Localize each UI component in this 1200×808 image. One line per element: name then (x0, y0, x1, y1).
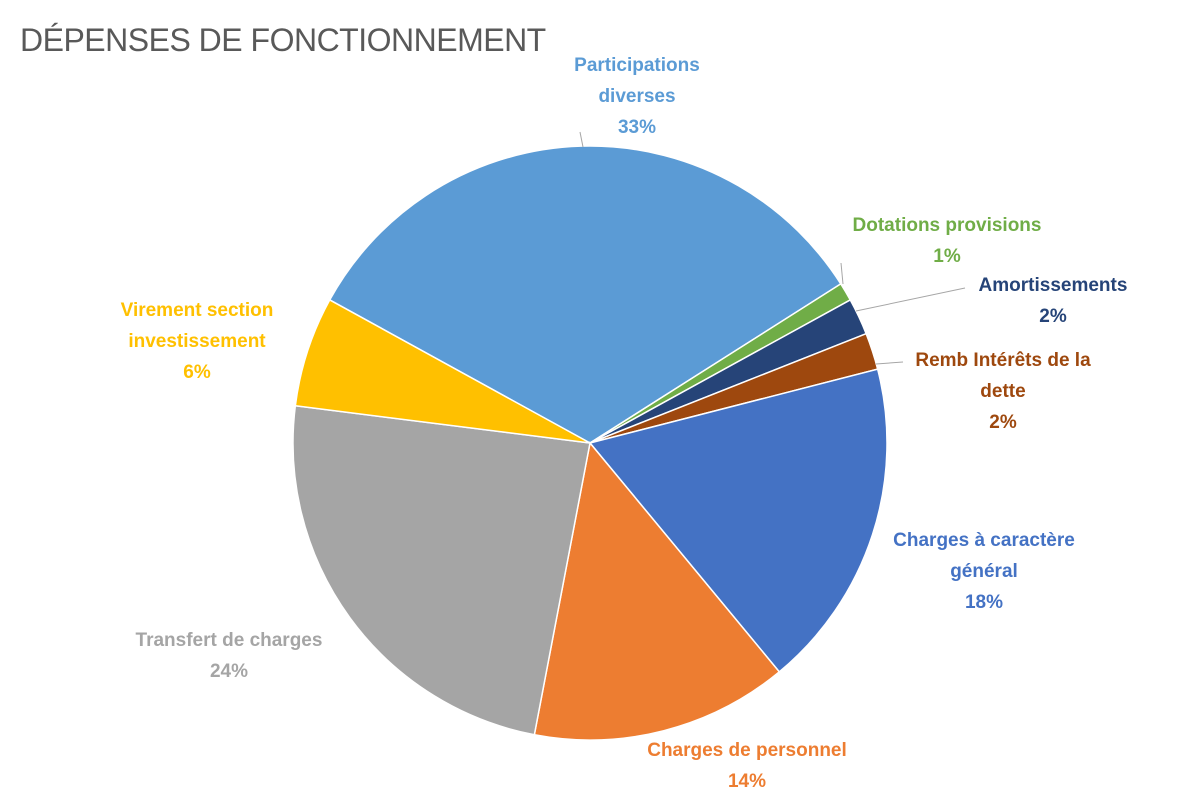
pie-slice (292, 404, 591, 736)
category-label: Amortissements (978, 275, 1128, 296)
data-label: Remb Intérêts de la dette 2% (893, 345, 1113, 438)
data-label: Dotations provisions 1% (827, 210, 1067, 272)
value-label: 2% (1039, 306, 1067, 327)
category-label: Charges de personnel (647, 740, 847, 761)
chart-title: DÉPENSES DE FONCTIONNEMENT (20, 22, 546, 58)
value-label: 14% (727, 771, 767, 792)
category-label: Remb Intérêts de la dette (915, 350, 1091, 402)
data-label: Transfert de charges 24% (104, 625, 354, 687)
value-label: 33% (617, 117, 657, 138)
leader-line (840, 262, 844, 285)
value-label: 18% (964, 592, 1004, 613)
category-label: Virement section investissement (120, 300, 274, 352)
leader-line (875, 361, 904, 365)
value-label: 6% (183, 362, 211, 383)
pie-slice (533, 441, 781, 741)
pie-slice (588, 368, 888, 673)
value-label: 2% (989, 412, 1017, 433)
category-label: Dotations provisions (852, 215, 1042, 236)
category-label: Charges à caractère général (893, 530, 1075, 582)
data-label: Amortissements 2% (953, 270, 1153, 332)
pie-slice (294, 298, 591, 444)
pie-slice (328, 145, 842, 444)
leader-line (579, 131, 584, 148)
data-label: Charges de personnel 14% (607, 735, 887, 797)
leader-line (855, 287, 966, 312)
category-label: Transfert de charges (135, 630, 323, 651)
category-label: Participations diverses (574, 55, 700, 107)
value-label: 1% (933, 246, 961, 267)
data-label: Virement section investissement 6% (97, 295, 297, 388)
data-label: Participations diverses 33% (542, 50, 732, 143)
value-label: 24% (209, 661, 249, 682)
data-label: Charges à caractère général 18% (869, 525, 1099, 618)
